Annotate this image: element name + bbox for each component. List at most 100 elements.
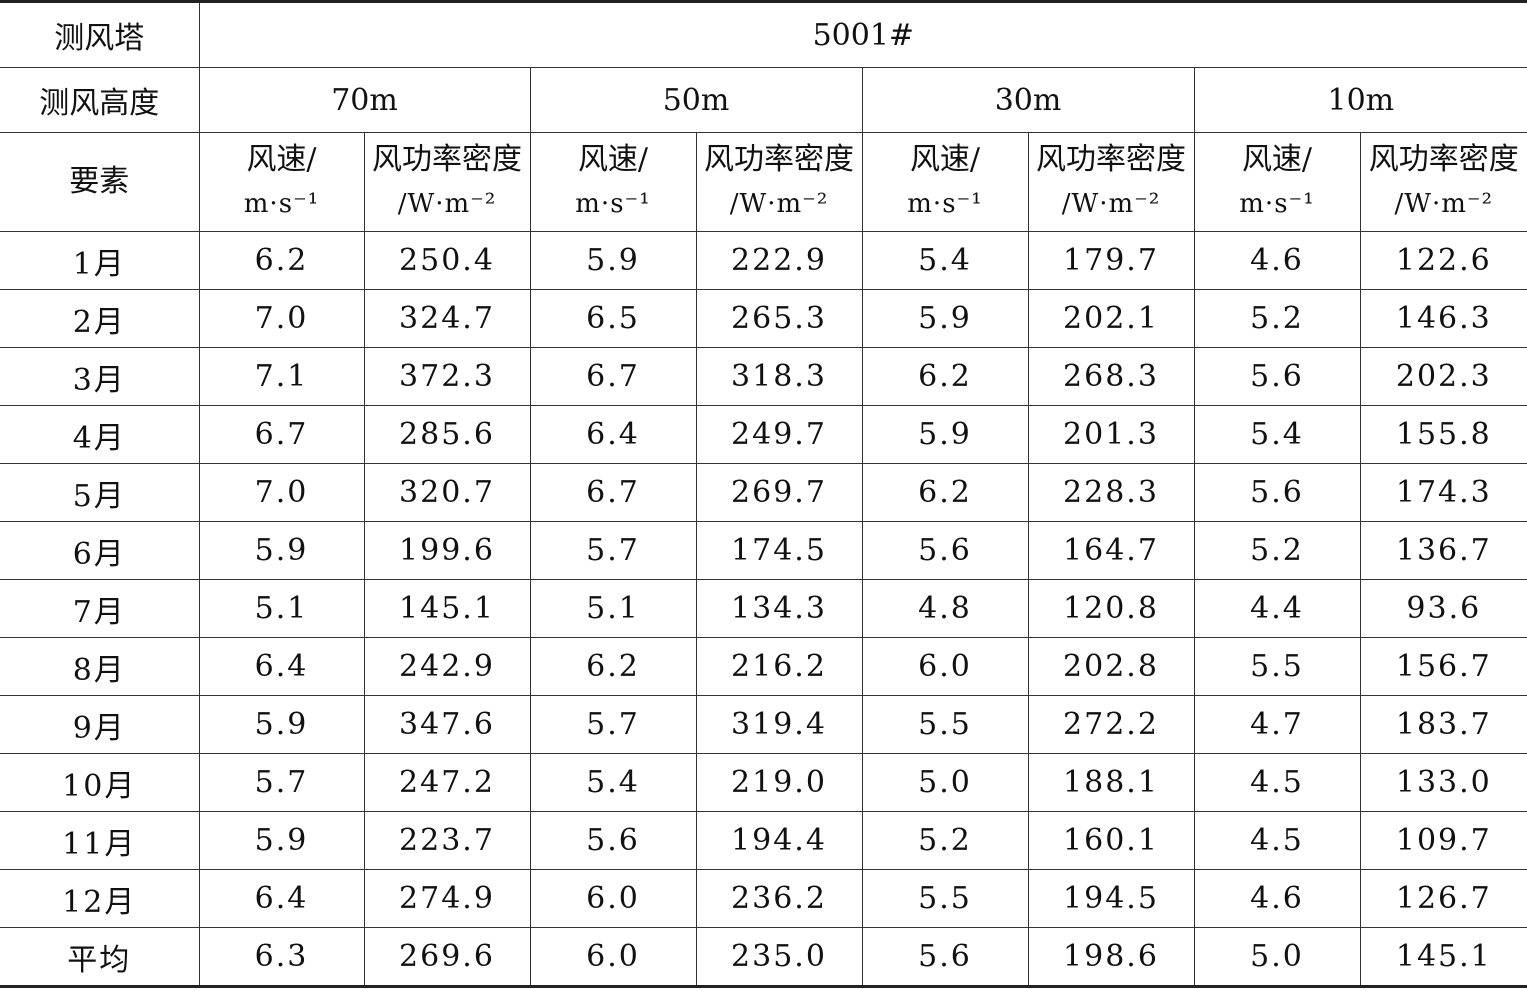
density-cell: 242.9 [363, 637, 531, 696]
density-cell: 274.9 [363, 869, 531, 928]
density-cell: 235.0 [695, 927, 863, 988]
density-cell: 164.7 [1027, 521, 1195, 580]
density-cell: 247.2 [363, 753, 531, 812]
speed-cell: 5.6 [529, 811, 697, 870]
density-header: 风功率密度/W·m⁻² [695, 132, 863, 232]
density-cell: 272.2 [1027, 695, 1195, 754]
density-cell: 194.4 [695, 811, 863, 870]
speed-cell: 5.7 [529, 521, 697, 580]
density-cell: 136.7 [1359, 521, 1527, 580]
speed-cell: 5.6 [1193, 347, 1361, 406]
speed-unit: m·s⁻¹ [575, 189, 651, 219]
month-cell: 1月 [0, 231, 200, 290]
density-cell: 202.8 [1027, 637, 1195, 696]
speed-cell: 5.9 [198, 695, 365, 754]
speed-cell: 6.7 [198, 405, 365, 464]
speed-cell: 5.6 [861, 521, 1029, 580]
density-cell: 134.3 [695, 579, 863, 638]
speed-cell: 6.0 [529, 869, 697, 928]
table-row: 4月 6.7 285.6 6.4 249.7 5.9 201.3 5.4 155.8 [0, 405, 1527, 464]
speed-cell: 6.2 [198, 231, 365, 290]
speed-cell: 4.4 [1193, 579, 1361, 638]
speed-cell: 6.2 [861, 347, 1029, 406]
density-cell: 160.1 [1027, 811, 1195, 870]
speed-cell: 5.7 [529, 695, 697, 754]
table-row: 2月 7.0 324.7 6.5 265.3 5.9 202.1 5.2 146.3 [0, 289, 1527, 348]
speed-cell: 6.4 [529, 405, 697, 464]
density-cell: 202.3 [1359, 347, 1527, 406]
speed-cell: 5.9 [198, 521, 365, 580]
month-cell: 9月 [0, 695, 200, 754]
speed-label: 风速/ [1241, 142, 1313, 177]
tower-label: 测风塔 [0, 0, 200, 68]
density-cell: 198.6 [1027, 927, 1195, 988]
speed-cell: 5.4 [861, 231, 1029, 290]
density-cell: 188.1 [1027, 753, 1195, 812]
density-header: 风功率密度/W·m⁻² [1027, 132, 1195, 232]
speed-cell: 6.4 [198, 637, 365, 696]
density-cell: 236.2 [695, 869, 863, 928]
table-row: 8月 6.4 242.9 6.2 216.2 6.0 202.8 5.5 156.7 [0, 637, 1527, 696]
month-cell: 5月 [0, 463, 200, 522]
speed-cell: 4.7 [1193, 695, 1361, 754]
density-cell: 222.9 [695, 231, 863, 290]
speed-label: 风速/ [577, 142, 649, 177]
table-row: 12月 6.4 274.9 6.0 236.2 5.5 194.5 4.6 126.7 [0, 869, 1527, 928]
speed-cell: 7.0 [198, 289, 365, 348]
density-cell: 199.6 [363, 521, 531, 580]
density-cell: 120.8 [1027, 579, 1195, 638]
density-cell: 201.3 [1027, 405, 1195, 464]
density-cell: 155.8 [1359, 405, 1527, 464]
speed-cell: 5.2 [1193, 521, 1361, 580]
speed-header: 风速/m·s⁻¹ [198, 132, 365, 232]
density-cell: 319.4 [695, 695, 863, 754]
month-cell: 2月 [0, 289, 200, 348]
speed-cell: 5.4 [529, 753, 697, 812]
speed-cell: 6.3 [198, 927, 365, 988]
speed-cell: 5.2 [861, 811, 1029, 870]
speed-cell: 5.1 [198, 579, 365, 638]
speed-cell: 5.6 [1193, 463, 1361, 522]
density-label: 风功率密度 [372, 142, 522, 177]
header-row-tower: 测风塔 5001# [0, 0, 1527, 68]
element-label: 要素 [0, 132, 200, 232]
table-row: 9月 5.9 347.6 5.7 319.4 5.5 272.2 4.7 183.7 [0, 695, 1527, 754]
speed-cell: 5.6 [861, 927, 1029, 988]
month-cell: 4月 [0, 405, 200, 464]
density-cell: 156.7 [1359, 637, 1527, 696]
density-cell: 324.7 [363, 289, 531, 348]
density-cell: 194.5 [1027, 869, 1195, 928]
speed-cell: 5.7 [198, 753, 365, 812]
density-cell: 145.1 [1359, 927, 1527, 988]
speed-header: 风速/m·s⁻¹ [861, 132, 1029, 232]
density-cell: 174.5 [695, 521, 863, 580]
density-cell: 320.7 [363, 463, 531, 522]
density-cell: 216.2 [695, 637, 863, 696]
speed-cell: 5.9 [198, 811, 365, 870]
speed-cell: 7.1 [198, 347, 365, 406]
month-cell: 10月 [0, 753, 200, 812]
density-unit: /W·m⁻² [397, 189, 497, 219]
density-cell: 347.6 [363, 695, 531, 754]
density-cell: 145.1 [363, 579, 531, 638]
speed-cell: 7.0 [198, 463, 365, 522]
speed-cell: 6.4 [198, 869, 365, 928]
density-cell: 372.3 [363, 347, 531, 406]
speed-cell: 5.0 [861, 753, 1029, 812]
density-cell: 146.3 [1359, 289, 1527, 348]
density-cell: 93.6 [1359, 579, 1527, 638]
speed-header: 风速/m·s⁻¹ [1193, 132, 1361, 232]
table-row: 7月 5.1 145.1 5.1 134.3 4.8 120.8 4.4 93.6 [0, 579, 1527, 638]
table-row: 平均 6.3 269.6 6.0 235.0 5.6 198.6 5.0 145.1 [0, 927, 1527, 988]
density-cell: 179.7 [1027, 231, 1195, 290]
density-cell: 268.3 [1027, 347, 1195, 406]
density-cell: 174.3 [1359, 463, 1527, 522]
speed-cell: 5.2 [1193, 289, 1361, 348]
speed-cell: 5.5 [861, 695, 1029, 754]
density-cell: 202.1 [1027, 289, 1195, 348]
month-cell: 6月 [0, 521, 200, 580]
height-30m: 30m [861, 67, 1195, 133]
speed-cell: 6.0 [861, 637, 1029, 696]
month-cell: 平均 [0, 927, 200, 988]
